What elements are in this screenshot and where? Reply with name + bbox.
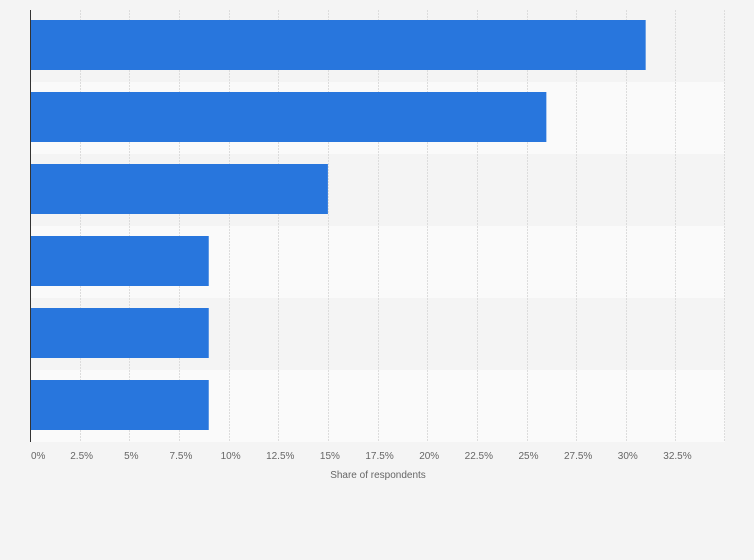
x-tick-label: 2.5% [70,451,93,462]
row-bands [30,10,725,442]
x-tick-label: 15% [320,451,340,462]
x-tick-label: 17.5% [365,451,393,462]
bar [30,308,209,358]
x-tick-labels: 0% 2.5% 5% 7.5% 10% 12.5% 15% 17.5% 20% 22.5% 25% 2… [31,451,692,462]
bar [30,92,547,142]
x-tick-label: 25% [518,451,538,462]
x-axis-title: Share of respondents [330,470,426,481]
bar [30,380,209,430]
x-tick-label: 32.5% [663,451,691,462]
x-tick-label: 12.5% [266,451,294,462]
x-tick-label: 7.5% [170,451,193,462]
x-tick-label: 0% [31,451,46,462]
bar [30,236,209,286]
grid-lines [80,10,725,442]
x-tick-label: 20% [419,451,439,462]
bars [30,20,646,430]
x-tick-label: 5% [124,451,139,462]
bar [30,164,328,214]
x-tick-label: 22.5% [465,451,493,462]
x-tick-label: 30% [618,451,638,462]
x-tick-label: 10% [221,451,241,462]
bar [30,20,646,70]
x-tick-label: 27.5% [564,451,592,462]
